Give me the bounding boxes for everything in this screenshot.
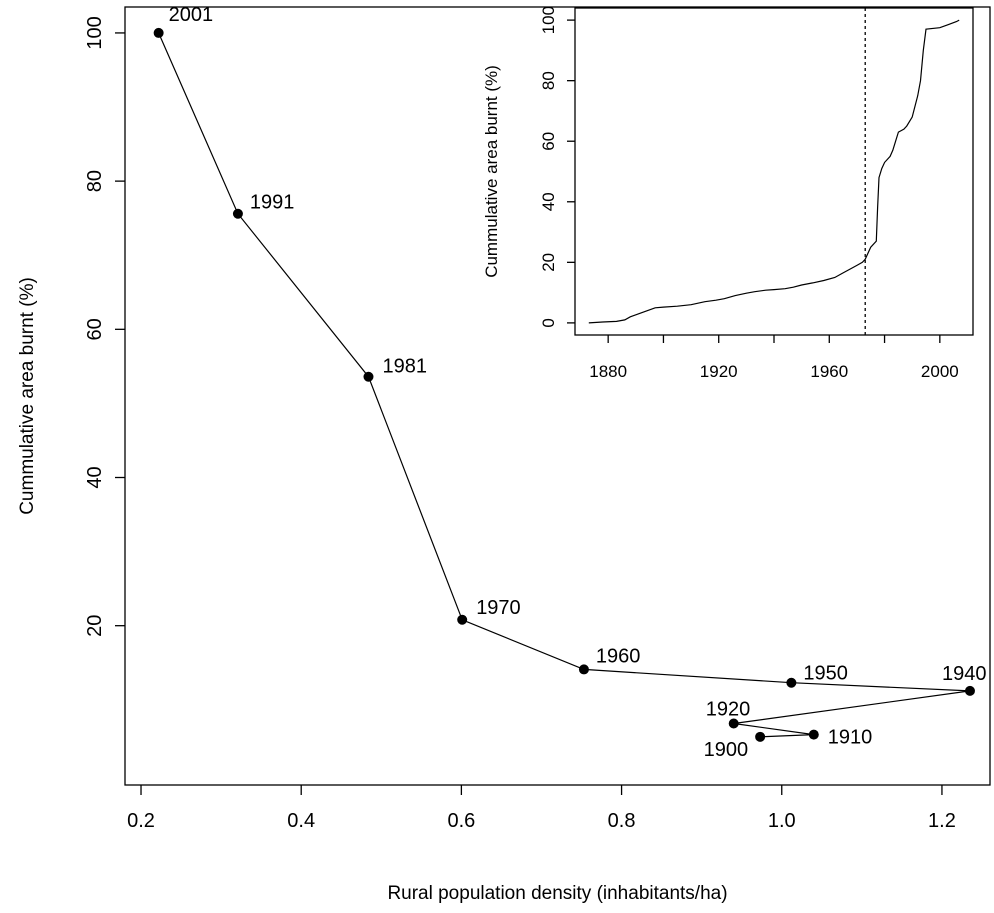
y-tick-label-40: 40 xyxy=(84,466,106,488)
inset-series-line xyxy=(588,19,960,324)
inset-x-tick-label-1880: 1880 xyxy=(589,362,627,381)
y-tick-label-100: 100 xyxy=(84,16,106,49)
inset-y-tick-label-0: 0 xyxy=(539,318,558,327)
data-point-1900 xyxy=(755,731,766,742)
main-y-axis: 20 40 60 80 100 xyxy=(84,16,125,637)
main-series-line xyxy=(158,32,971,738)
inset-y-tick-label-20: 20 xyxy=(539,253,558,272)
main-data-points xyxy=(153,27,975,742)
data-point-1981 xyxy=(363,371,374,382)
point-label-1970: 1970 xyxy=(476,597,521,619)
data-point-1910 xyxy=(808,729,819,740)
main-y-axis-title: Cummulative area burnt (%) xyxy=(17,277,38,515)
y-tick-label-60: 60 xyxy=(84,318,106,340)
data-point-2001 xyxy=(153,27,164,38)
point-label-1910: 1910 xyxy=(828,727,873,749)
y-tick-label-80: 80 xyxy=(84,170,106,192)
point-label-1920: 1920 xyxy=(706,699,751,721)
inset-y-tick-label-80: 80 xyxy=(539,71,558,90)
inset-y-axis: 0 20 40 60 80 100 xyxy=(539,6,575,328)
inset-x-tick-label-2000: 2000 xyxy=(921,362,959,381)
inset-x-axis: 1880 1920 1960 2000 xyxy=(589,335,959,381)
main-point-labels: 1900 1910 1920 1940 1950 1960 1970 1981 1991 2001 xyxy=(169,4,987,761)
point-label-1940: 1940 xyxy=(942,663,987,685)
point-label-1991: 1991 xyxy=(250,192,294,214)
inset-y-axis-title: Cummulative area burnt (%) xyxy=(482,65,501,278)
x-tick-label-0.8: 0.8 xyxy=(608,810,636,832)
x-tick-label-1.2: 1.2 xyxy=(928,810,956,832)
inset-plot: 1880 1920 1960 2000 0 20 40 60 80 100 Cummulativ… xyxy=(482,6,974,381)
x-tick-label-1.0: 1.0 xyxy=(768,810,796,832)
inset-x-tick-label-1920: 1920 xyxy=(700,362,738,381)
data-point-1991 xyxy=(232,208,243,219)
point-label-1981: 1981 xyxy=(382,356,427,378)
data-point-1960 xyxy=(578,664,589,675)
inset-x-tick-label-1960: 1960 xyxy=(810,362,848,381)
point-label-1960: 1960 xyxy=(596,645,641,667)
x-tick-label-0.2: 0.2 xyxy=(127,810,155,832)
x-tick-label-0.6: 0.6 xyxy=(447,810,475,832)
main-x-axis: 0.2 0.4 0.6 0.8 1.0 1.2 xyxy=(127,785,956,832)
data-point-1920 xyxy=(728,718,739,729)
data-point-1950 xyxy=(786,677,797,688)
y-tick-label-20: 20 xyxy=(84,615,106,637)
x-tick-label-0.4: 0.4 xyxy=(287,810,315,832)
inset-y-tick-label-100: 100 xyxy=(539,6,558,34)
point-label-2001: 2001 xyxy=(169,4,214,26)
point-label-1900: 1900 xyxy=(704,739,749,761)
inset-y-tick-label-60: 60 xyxy=(539,132,558,151)
inset-y-tick-label-40: 40 xyxy=(539,192,558,211)
inset-plot-frame xyxy=(574,7,974,336)
data-point-1970 xyxy=(457,614,468,625)
point-label-1950: 1950 xyxy=(803,663,848,685)
data-point-1940 xyxy=(964,685,975,696)
main-x-axis-title: Rural population density (inhabitants/ha… xyxy=(387,883,727,904)
